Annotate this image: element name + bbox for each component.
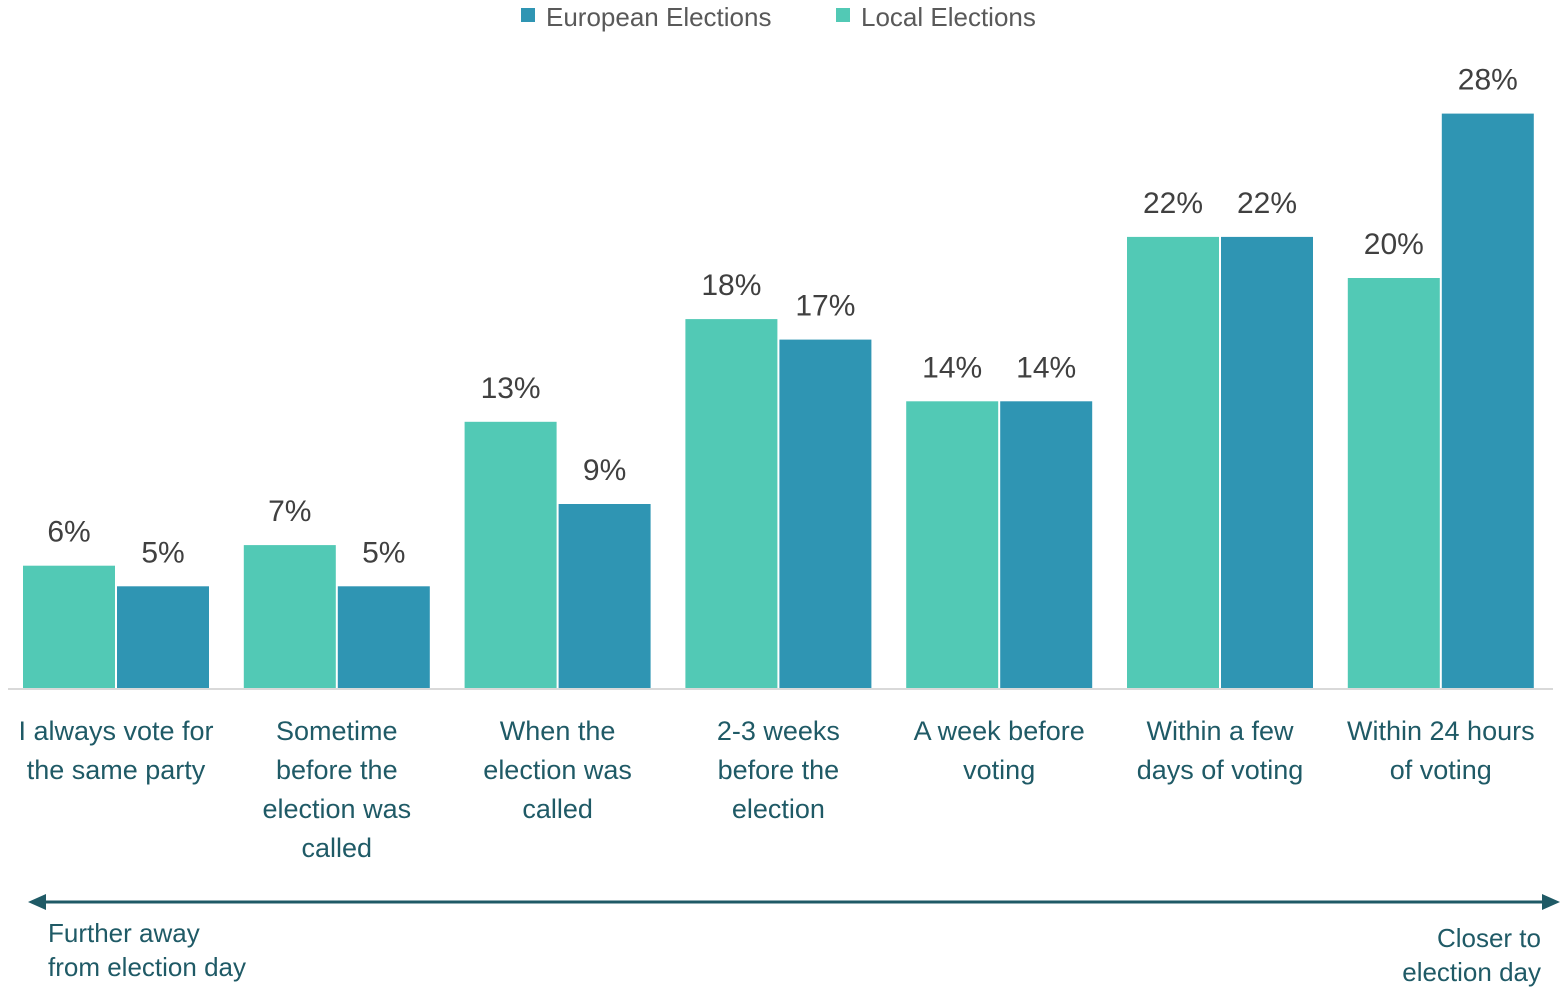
category-label: election was [483,755,632,785]
data-label: 5% [141,536,184,569]
bar[interactable] [1347,278,1440,689]
bar[interactable] [558,504,651,689]
data-label: 28% [1458,64,1518,97]
data-label: 20% [1364,228,1424,261]
data-label: 9% [583,454,626,487]
data-label: 14% [1016,351,1076,384]
bar[interactable] [117,586,209,690]
bar[interactable] [337,586,430,690]
arrow-right-head [1542,894,1560,910]
annotation-left: Further away [48,918,200,948]
data-label: 22% [1237,187,1297,220]
category-label: Within 24 hours [1347,716,1535,746]
bar[interactable] [1127,236,1219,689]
bar[interactable] [779,339,872,689]
legend-swatch [836,8,850,22]
category-label: I always vote for [18,716,213,746]
data-label: 17% [795,290,855,323]
legend-label: Local Elections [861,2,1036,32]
bar[interactable] [23,565,115,689]
annotation-left: from election day [48,952,246,982]
category-label: Within a few [1146,716,1294,746]
bar[interactable] [464,421,557,689]
bar[interactable] [1441,113,1534,690]
category-label: 2-3 weeks [717,716,840,746]
category-label: called [522,794,593,824]
category-label: election [732,794,825,824]
category-label: Sometime [276,716,398,746]
data-label: 14% [922,351,982,384]
bar[interactable] [243,545,336,689]
data-label: 6% [47,516,90,549]
category-label: voting [963,755,1035,785]
legend-label: European Elections [546,2,771,32]
data-label: 7% [268,495,311,528]
data-label: 5% [362,536,405,569]
data-label: 22% [1143,187,1203,220]
annotation-right: election day [1402,957,1541,987]
data-label: 13% [481,372,541,405]
legend-swatch [521,8,535,22]
category-label: the same party [27,755,206,785]
data-label: 18% [701,269,761,302]
category-label: before the [276,755,398,785]
category-label: election was [263,794,412,824]
bar[interactable] [906,401,999,689]
category-label: days of voting [1137,755,1304,785]
category-label: When the [500,716,616,746]
arrow-left-head [28,894,46,910]
bar[interactable] [1000,401,1093,689]
bar[interactable] [1221,236,1313,689]
category-label: of voting [1390,755,1492,785]
annotation-right: Closer to [1437,923,1541,953]
category-label: A week before [914,716,1085,746]
bar[interactable] [685,319,778,689]
category-label: called [302,833,373,863]
category-label: before the [718,755,840,785]
